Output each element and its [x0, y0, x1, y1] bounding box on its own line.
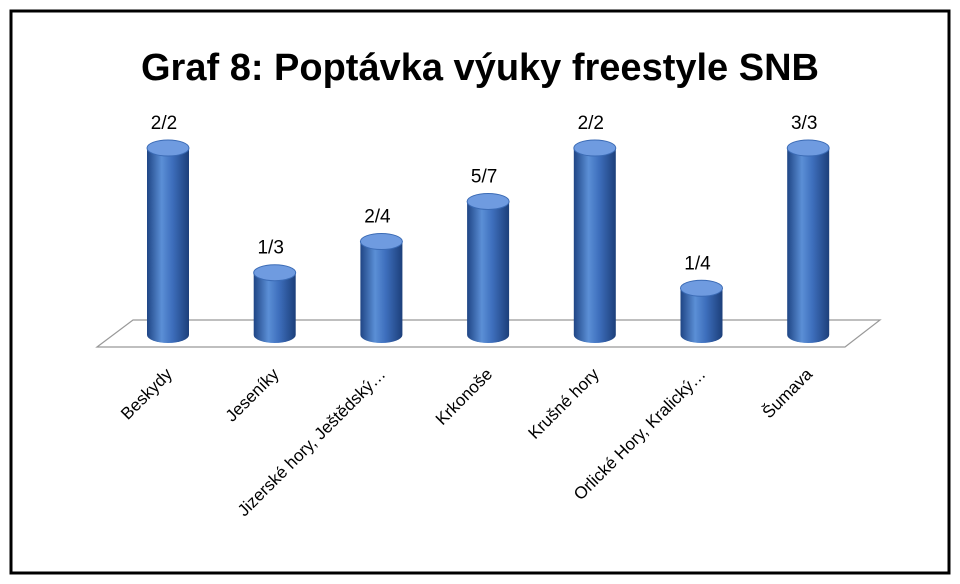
bar-top [359, 233, 403, 250]
value-label: 2/4 [364, 207, 391, 228]
bar-top [253, 264, 297, 282]
value-label: 5/7 [471, 166, 497, 187]
bar [360, 241, 403, 343]
value-label: 1/3 [257, 238, 283, 259]
bar [787, 148, 830, 343]
bar-top [786, 139, 830, 157]
bar-top [680, 279, 723, 297]
bar [680, 288, 723, 343]
value-label: 3/3 [791, 113, 817, 134]
value-label: 2/2 [578, 113, 604, 134]
value-label: 2/2 [151, 113, 177, 134]
bar-top [466, 192, 510, 210]
chart-title: Graf 8: Poptávka výuky freestyle SNB [141, 47, 819, 89]
bar [253, 272, 296, 343]
bar [573, 148, 616, 343]
bar-top [573, 139, 617, 157]
bar-top [146, 139, 190, 157]
value-label: 1/4 [684, 253, 711, 274]
bar [147, 148, 189, 343]
bar [467, 201, 510, 343]
